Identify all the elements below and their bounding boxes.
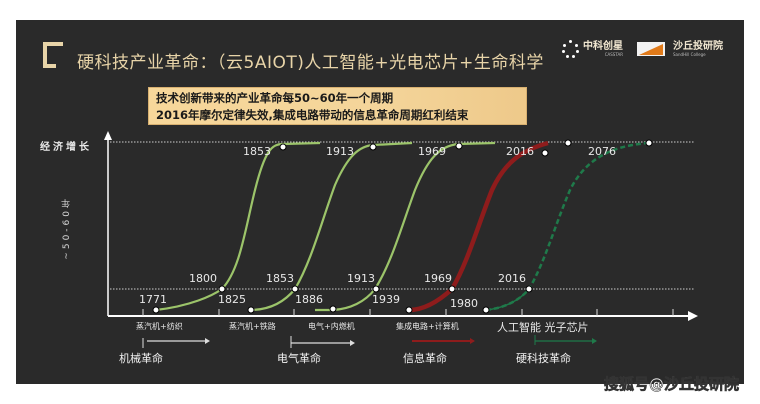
label-1939: 1939 [372, 293, 400, 306]
sandhill-name: 沙丘投研院 [673, 41, 723, 52]
era-hardtech: 硬科技革命 [516, 352, 571, 365]
category-electric-engine: 电气+内燃机 [308, 322, 355, 331]
label-1853: 1853 [266, 272, 294, 285]
casstar-logo: 中科创星 CASSTAR [562, 40, 623, 58]
logo-group: 中科创星 CASSTAR 沙丘投研院 SandHill College [562, 37, 723, 61]
label-1913-peak: 1913 [326, 145, 354, 158]
curve-steam-textile [155, 141, 321, 312]
category-steam-railway: 蒸汽机+铁路 [229, 322, 276, 331]
callout-line-2: 2016年摩尔定律失效,集成电路带动的信息革命周期红利结束 [156, 108, 469, 122]
era-information: 信息革命 [403, 352, 447, 365]
casstar-name: 中科创星 [583, 41, 623, 52]
label-1853-peak: 1853 [243, 145, 271, 158]
curve-ic-computer [408, 140, 549, 313]
sandhill-logo-icon [637, 42, 665, 56]
y-axis-arrow-icon [104, 131, 112, 140]
callout-line-1: 技术创新带来的产业革命每50~60年一个周期 [156, 91, 394, 105]
era-mechanical: 机械革命 [119, 352, 163, 365]
sandhill-sub: SandHill College [673, 52, 706, 57]
label-1886: 1886 [295, 293, 323, 306]
category-steam-textile: 蒸汽机+纺织 [136, 322, 183, 331]
era-electrical: 电气革命 [277, 352, 321, 365]
category-ai-photonic: 人工智能 光子芯片 [497, 321, 589, 334]
casstar-sub: CASSTAR [604, 52, 623, 57]
callout-box: 技术创新带来的产业革命每50~60年一个周期 2016年摩尔定律失效,集成电路带… [148, 87, 527, 125]
y-axis-label: 经济增长 [40, 142, 92, 153]
label-2016: 2016 [498, 272, 526, 285]
sandhill-logo: 沙丘投研院 SandHill College [673, 41, 723, 57]
label-2076-peak: 2076 [588, 145, 616, 158]
label-1800: 1800 [189, 272, 217, 285]
page-title: 硬科技产业革命：（云5AIOT)人工智能+光电芯片+生命科学 [77, 53, 544, 73]
category-ic-computer: 集成电路+计算机 [396, 322, 459, 331]
label-1969: 1969 [424, 272, 452, 285]
data-markers [152, 139, 653, 314]
label-1980: 1980 [450, 297, 478, 310]
era-arrows [142, 335, 597, 348]
x-ticks [142, 309, 674, 316]
label-1825: 1825 [218, 293, 246, 306]
x-axis-arrow-icon [688, 311, 698, 321]
title-bracket-icon [43, 42, 63, 68]
star-cluster-icon [562, 40, 580, 58]
slide-panel [16, 20, 744, 384]
watermark: 搜狐号@沙丘投研院 [604, 375, 740, 394]
label-1771: 1771 [139, 293, 167, 306]
label-2016-peak: 2016 [506, 145, 534, 158]
label-1913: 1913 [347, 272, 375, 285]
curve-electric-engine [315, 141, 496, 312]
curve-steam-railway [249, 141, 413, 312]
label-1969-peak: 1969 [418, 145, 446, 158]
